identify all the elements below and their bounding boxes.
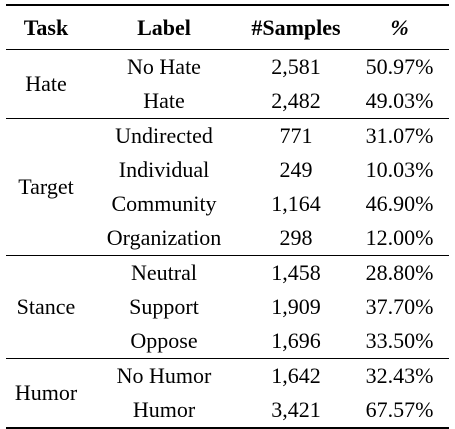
label-cell: No Humor [86, 358, 242, 393]
table-row: Individual 249 10.03% [6, 153, 449, 187]
samples-cell: 249 [279, 157, 313, 182]
table-body: Hate No Hate 2,581 50.97% Hate 2,482 49.… [6, 49, 449, 428]
table-row: Target Undirected 771 31.07% [6, 118, 449, 256]
samples-cell: 2,482 [271, 88, 321, 113]
percent-cell: 31.07% [350, 118, 449, 153]
percent-cell: 28.80% [350, 255, 449, 290]
samples-cell: 298 [279, 225, 313, 250]
percent-cell: 49.03% [365, 88, 434, 113]
samples-cell: 1,642 [242, 358, 350, 393]
samples-cell: 771 [242, 118, 350, 153]
samples-cell: 2,581 [242, 49, 350, 84]
header-task: Task [23, 14, 69, 40]
task-cell-humor: Humor [6, 358, 86, 428]
samples-cell: 1,909 [271, 294, 321, 319]
task-cell-stance: Stance [6, 255, 86, 359]
percent-cell: 33.50% [365, 328, 434, 353]
percent-cell: 50.97% [350, 49, 449, 84]
percent-cell: 37.70% [365, 294, 434, 319]
label-cell: Hate [143, 88, 185, 113]
table-row: Support 1,909 37.70% [6, 290, 449, 324]
samples-cell: 3,421 [271, 397, 321, 422]
label-cell: Community [111, 191, 217, 216]
label-cell: Oppose [130, 328, 198, 353]
task-cell-hate: Hate [6, 49, 86, 119]
label-cell: Organization [106, 225, 222, 250]
table-row: Hate No Hate 2,581 50.97% [6, 49, 449, 119]
label-cell: Neutral [86, 255, 242, 290]
table-row: Organization 298 12.00% [6, 221, 449, 256]
label-cell: Individual [118, 157, 210, 182]
header-label: Label [137, 14, 191, 40]
table-row: Community 1,164 46.90% [6, 187, 449, 221]
table-row: Oppose 1,696 33.50% [6, 324, 449, 359]
dataset-statistics-table: Task Label #Samples % Hate No Hate 2,581… [6, 4, 449, 429]
samples-cell: 1,164 [271, 191, 321, 216]
percent-cell: 10.03% [365, 157, 434, 182]
samples-cell: 1,696 [271, 328, 321, 353]
table-row: Humor No Humor 1,642 32.43% [6, 358, 449, 428]
percent-cell: 12.00% [365, 225, 434, 250]
percent-cell: 67.57% [365, 397, 434, 422]
table-row: Hate 2,482 49.03% [6, 84, 449, 119]
header-percent: % [390, 14, 409, 40]
label-cell: No Hate [86, 49, 242, 84]
table-row: Humor 3,421 67.57% [6, 393, 449, 428]
table-row: Stance Neutral 1,458 28.80% [6, 255, 449, 359]
label-cell: Humor [132, 397, 196, 422]
task-cell-target: Target [6, 118, 86, 256]
header-row: Task Label #Samples % [6, 5, 449, 50]
samples-cell: 1,458 [242, 255, 350, 290]
dataset-statistics-table-wrapper: Task Label #Samples % Hate No Hate 2,581… [6, 4, 449, 429]
percent-cell: 32.43% [350, 358, 449, 393]
label-cell: Undirected [86, 118, 242, 153]
percent-cell: 46.90% [365, 191, 434, 216]
header-samples: #Samples [251, 14, 341, 40]
label-cell: Support [129, 294, 199, 319]
